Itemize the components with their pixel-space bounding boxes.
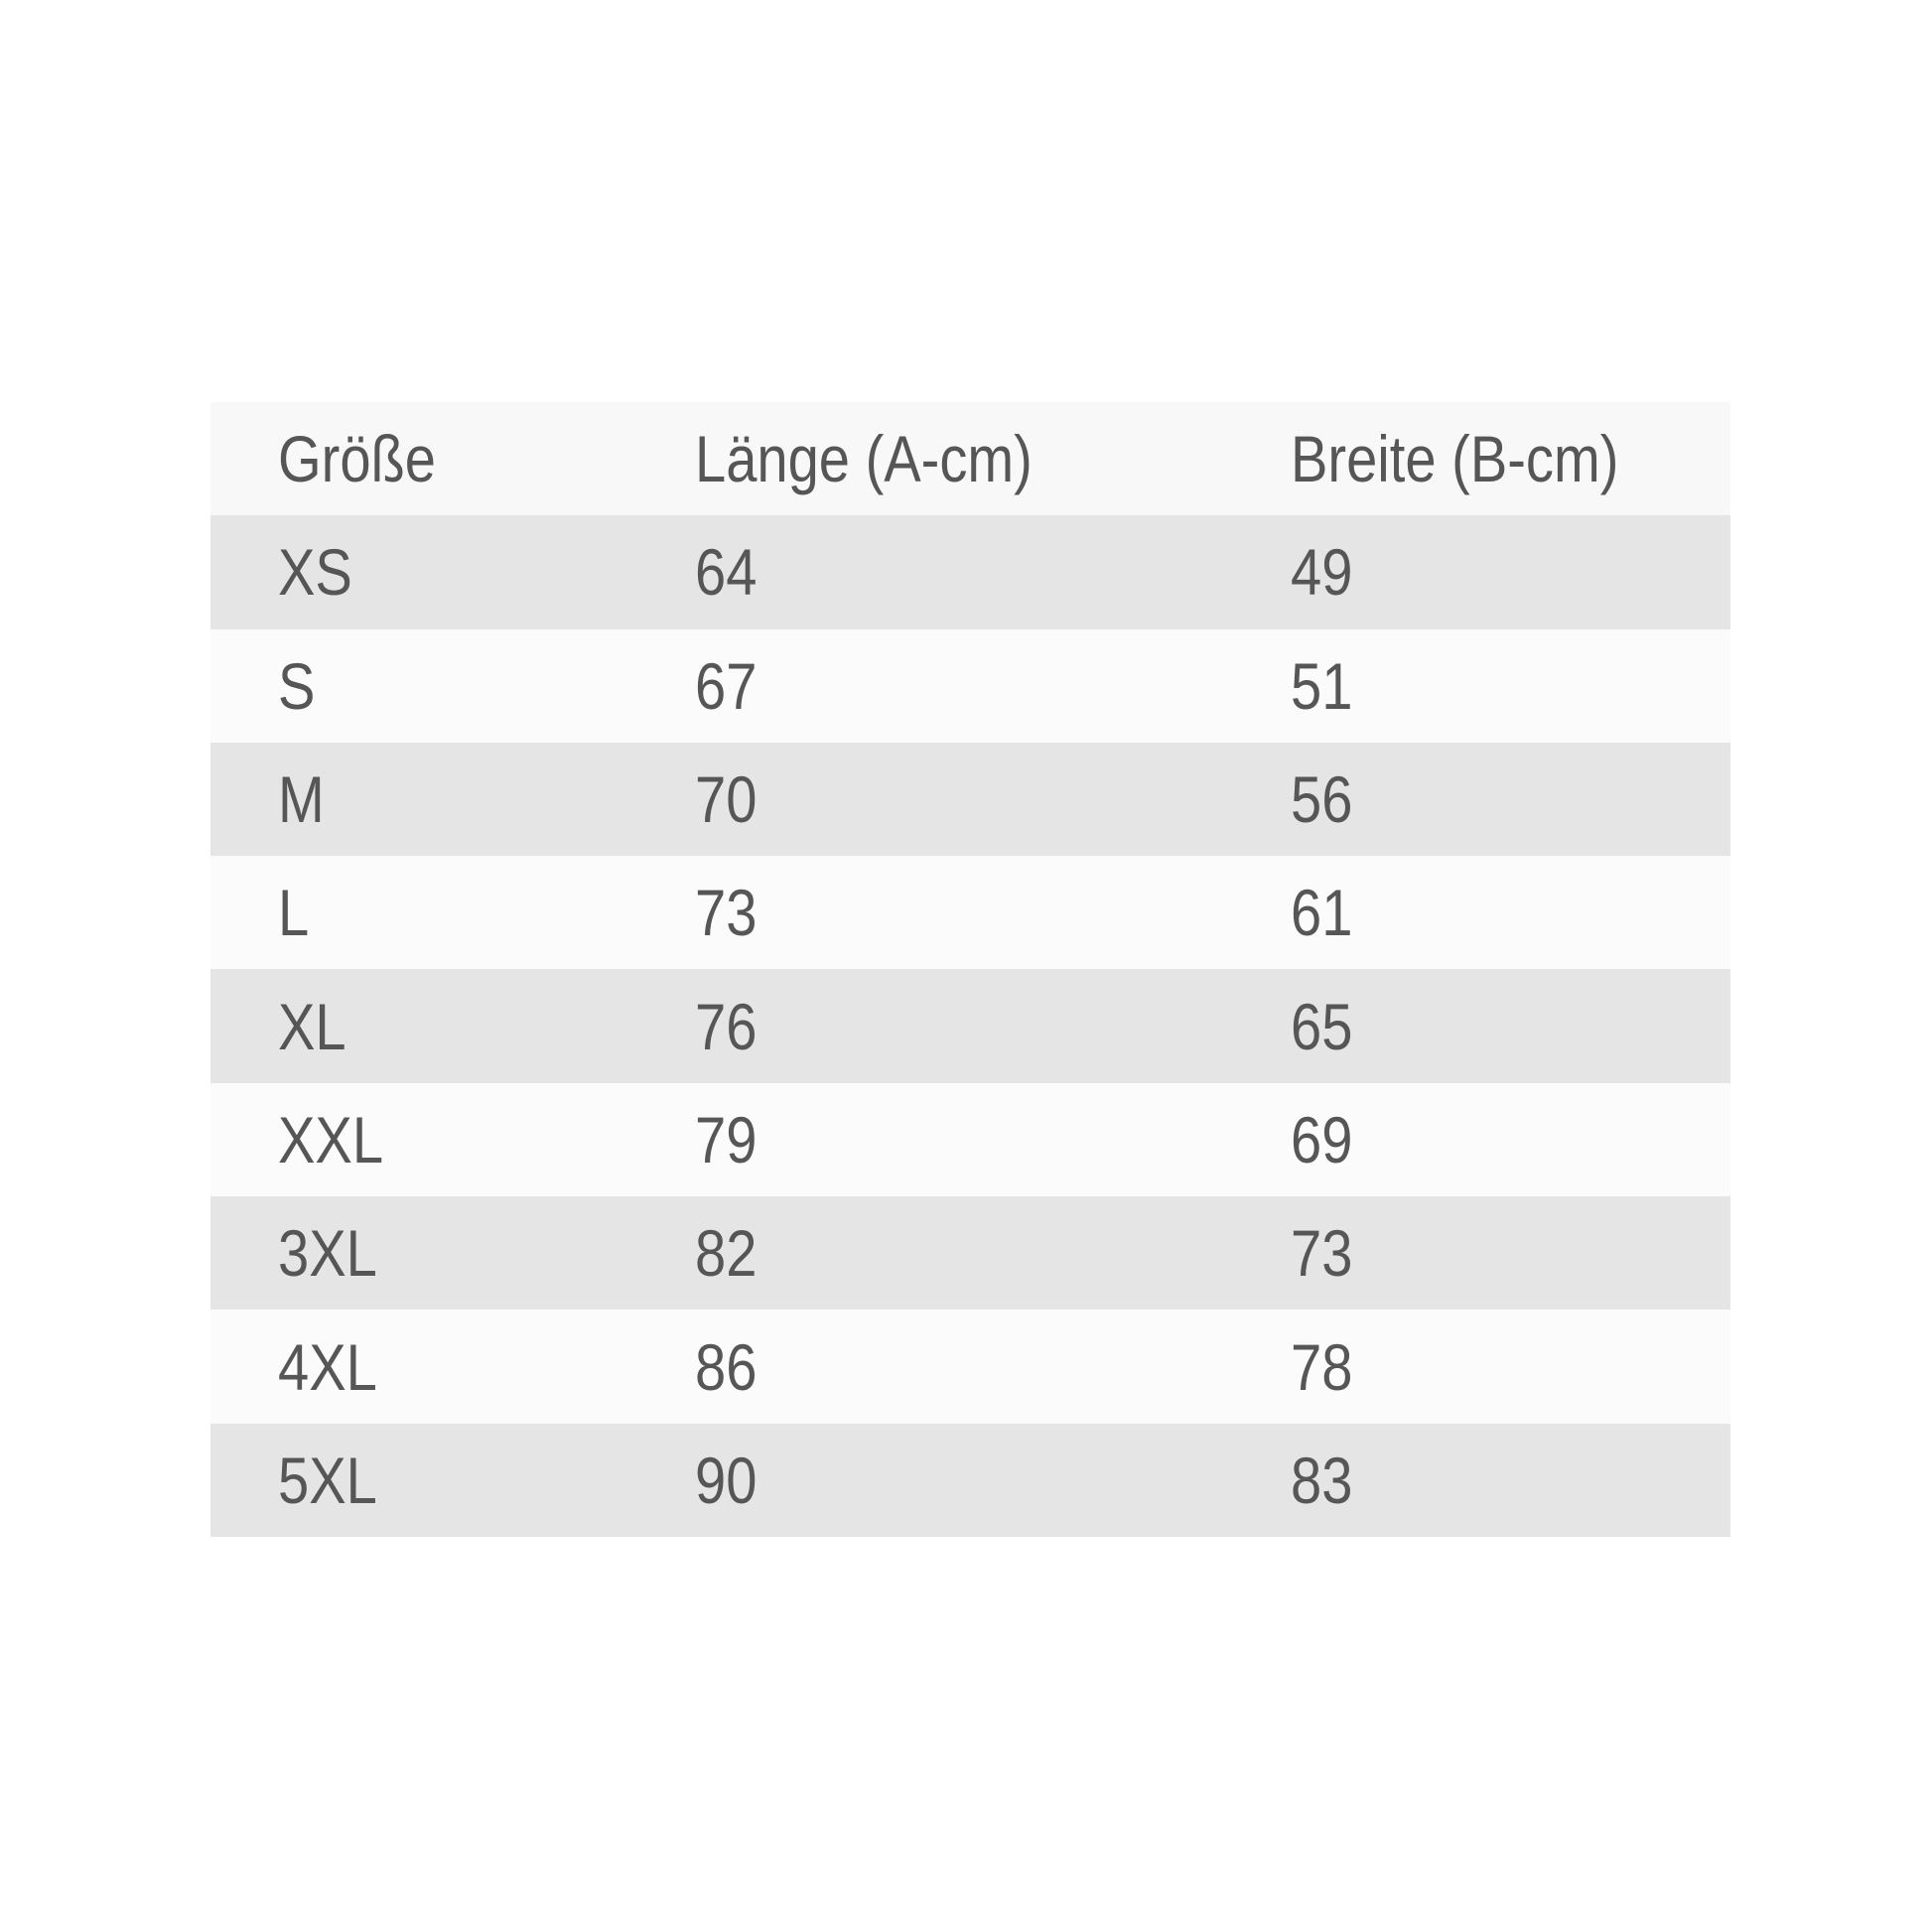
width-cell: 78 [1291, 1329, 1353, 1404]
width-cell: 73 [1291, 1216, 1353, 1291]
table-row-xl: XL 76 65 [210, 969, 1730, 1083]
width-cell: 61 [1291, 876, 1353, 950]
table-row-4xl: 4XL 86 78 [210, 1310, 1730, 1424]
size-cell: 4XL [278, 1329, 377, 1404]
table-row-5xl: 5XL 90 83 [210, 1423, 1730, 1537]
length-cell: 76 [695, 989, 758, 1063]
size-cell: S [278, 648, 316, 723]
length-cell: 90 [695, 1443, 758, 1517]
table-row-xs: XS 64 49 [210, 515, 1730, 629]
width-cell: 51 [1291, 648, 1353, 723]
column-header-width: Breite (B-cm) [1291, 422, 1619, 496]
size-cell: 3XL [278, 1216, 377, 1291]
column-header-length: Länge (A-cm) [695, 422, 1033, 496]
length-cell: 79 [695, 1102, 758, 1176]
width-cell: 69 [1291, 1102, 1353, 1176]
width-cell: 49 [1291, 535, 1353, 610]
table-row-l: L 73 61 [210, 856, 1730, 970]
column-header-size: Größe [278, 422, 436, 496]
width-cell: 65 [1291, 989, 1353, 1063]
size-cell: 5XL [278, 1443, 377, 1517]
table-row-3xl: 3XL 82 73 [210, 1196, 1730, 1311]
length-cell: 73 [695, 876, 758, 950]
size-cell: L [278, 876, 310, 950]
size-cell: XL [278, 989, 346, 1063]
table-row-xxl: XXL 79 69 [210, 1082, 1730, 1197]
size-cell: XS [278, 535, 352, 610]
length-cell: 82 [695, 1216, 758, 1291]
table-row-m: M 70 56 [210, 742, 1730, 857]
length-cell: 67 [695, 648, 758, 723]
table-row-s: S 67 51 [210, 628, 1730, 743]
length-cell: 70 [695, 762, 758, 837]
width-cell: 83 [1291, 1443, 1353, 1517]
size-cell: M [278, 762, 325, 837]
table-header-row: Größe Länge (A-cm) Breite (B-cm) [210, 402, 1730, 516]
length-cell: 64 [695, 535, 758, 610]
length-cell: 86 [695, 1329, 758, 1404]
size-cell: XXL [278, 1102, 384, 1176]
size-chart-table: Größe Länge (A-cm) Breite (B-cm) XS 64 4… [210, 402, 1730, 1537]
width-cell: 56 [1291, 762, 1353, 837]
